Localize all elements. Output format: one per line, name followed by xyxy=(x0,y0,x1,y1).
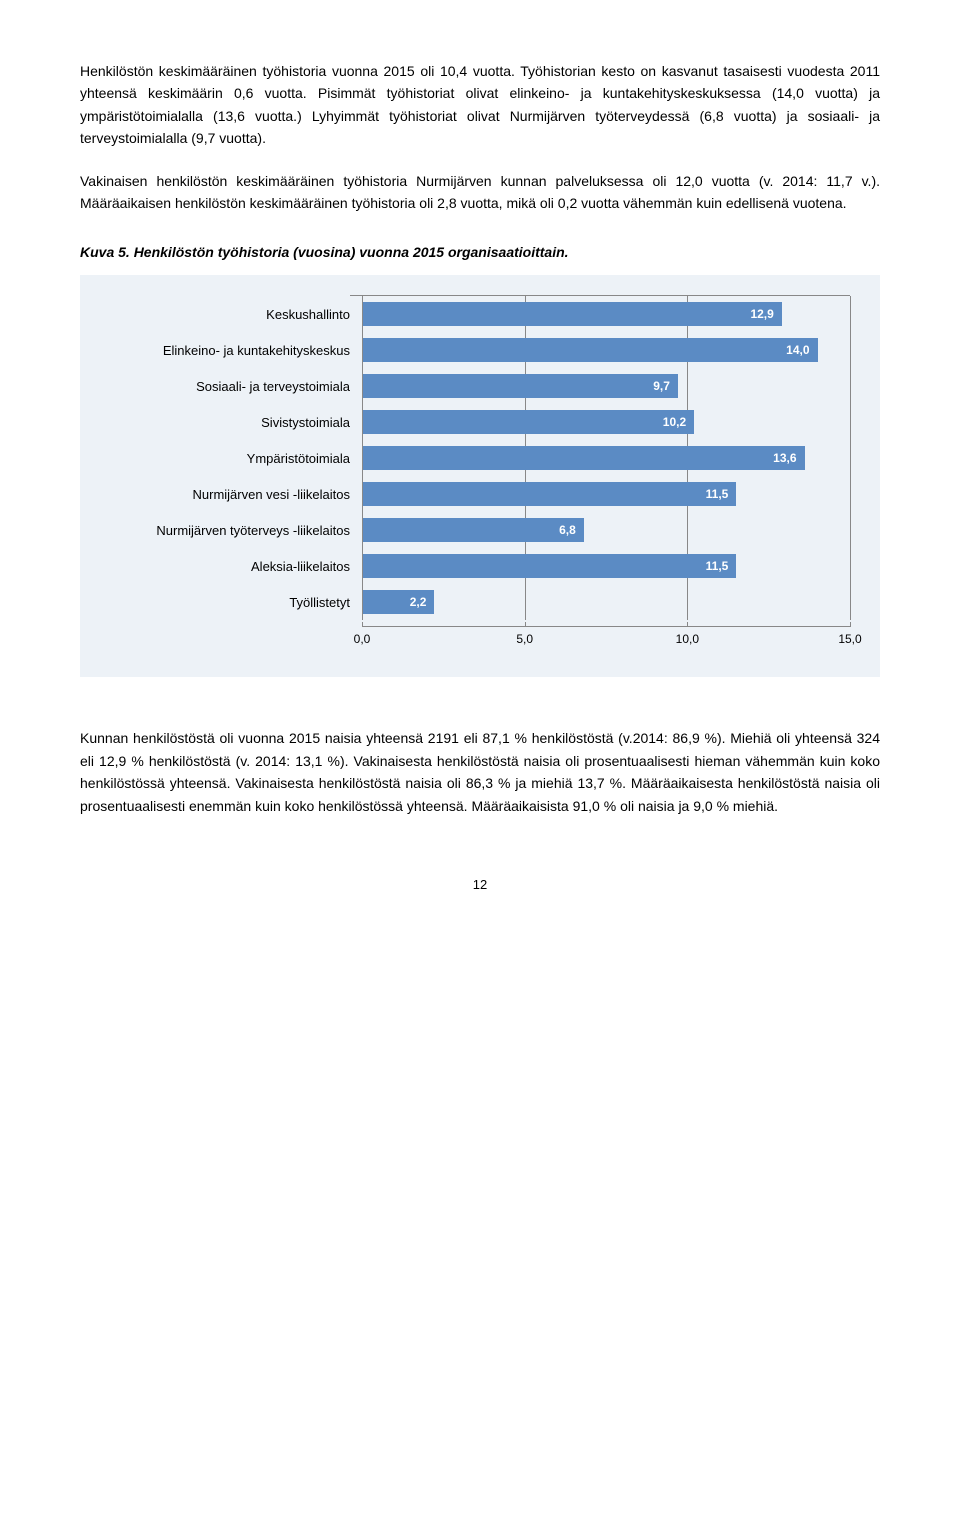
axis-tick xyxy=(362,622,363,627)
chart-rows: Keskushallinto 12,9 Elinkeino- ja kuntakeh… xyxy=(110,296,850,620)
bar-chart: Keskushallinto 12,9 Elinkeino- ja kuntakeh… xyxy=(80,275,880,677)
chart-category-label: Sosiaali- ja terveystoimiala xyxy=(110,379,362,394)
chart-bar: 12,9 xyxy=(363,302,782,326)
chart-bar-value: 10,2 xyxy=(663,415,686,429)
chart-category-label: Työllistetyt xyxy=(110,595,362,610)
axis-tick-label: 15,0 xyxy=(838,632,861,646)
chart-bar-value: 2,2 xyxy=(410,595,427,609)
chart-bar: 13,6 xyxy=(363,446,805,470)
chart-title: Kuva 5. Henkilöstön työhistoria (vuosina… xyxy=(80,244,880,260)
chart-row: Työllistetyt 2,2 xyxy=(110,584,850,620)
chart-x-axis: 0,05,010,015,0 xyxy=(110,626,850,647)
chart-bar-value: 11,5 xyxy=(706,487,729,501)
chart-row: Nurmijärven työterveys -liikelaitos 6,8 xyxy=(110,512,850,548)
intro-paragraph-1: Henkilöstön keskimääräinen työhistoria v… xyxy=(80,60,880,150)
chart-category-label: Sivistystoimiala xyxy=(110,415,362,430)
chart-category-label: Ympäristötoimiala xyxy=(110,451,362,466)
chart-row: Elinkeino- ja kuntakehityskeskus 14,0 xyxy=(110,332,850,368)
chart-category-label: Keskushallinto xyxy=(110,307,362,322)
chart-row: Ympäristötoimiala 13,6 xyxy=(110,440,850,476)
chart-bar-value: 14,0 xyxy=(786,343,809,357)
chart-bar-value: 13,6 xyxy=(773,451,796,465)
chart-bar: 9,7 xyxy=(363,374,678,398)
body-paragraph-3: Kunnan henkilöstöstä oli vuonna 2015 nai… xyxy=(80,727,880,817)
chart-row: Keskushallinto 12,9 xyxy=(110,296,850,332)
chart-bar-value: 12,9 xyxy=(750,307,773,321)
chart-bar: 11,5 xyxy=(363,554,736,578)
chart-category-label: Elinkeino- ja kuntakehityskeskus xyxy=(110,343,362,358)
axis-tick-label: 10,0 xyxy=(676,632,699,646)
chart-row: Aleksia-liikelaitos 11,5 xyxy=(110,548,850,584)
axis-tick xyxy=(525,622,526,627)
axis-tick-label: 5,0 xyxy=(516,632,533,646)
chart-category-label: Aleksia-liikelaitos xyxy=(110,559,362,574)
chart-category-label: Nurmijärven vesi -liikelaitos xyxy=(110,487,362,502)
axis-tick xyxy=(850,622,851,627)
chart-bar: 2,2 xyxy=(363,590,434,614)
chart-bar-value: 6,8 xyxy=(559,523,576,537)
chart-bar-value: 11,5 xyxy=(706,559,729,573)
chart-bar: 10,2 xyxy=(363,410,694,434)
chart-category-label: Nurmijärven työterveys -liikelaitos xyxy=(110,523,362,538)
chart-bar-value: 9,7 xyxy=(653,379,670,393)
intro-paragraph-2: Vakinaisen henkilöstön keskimääräinen ty… xyxy=(80,170,880,215)
axis-tick-label: 0,0 xyxy=(354,632,371,646)
chart-bar: 6,8 xyxy=(363,518,584,542)
chart-bar: 14,0 xyxy=(363,338,818,362)
chart-row: Nurmijärven vesi -liikelaitos 11,5 xyxy=(110,476,850,512)
axis-tick xyxy=(687,622,688,627)
chart-row: Sivistystoimiala 10,2 xyxy=(110,404,850,440)
chart-bar: 11,5 xyxy=(363,482,736,506)
page-number: 12 xyxy=(80,877,880,892)
chart-row: Sosiaali- ja terveystoimiala 9,7 xyxy=(110,368,850,404)
